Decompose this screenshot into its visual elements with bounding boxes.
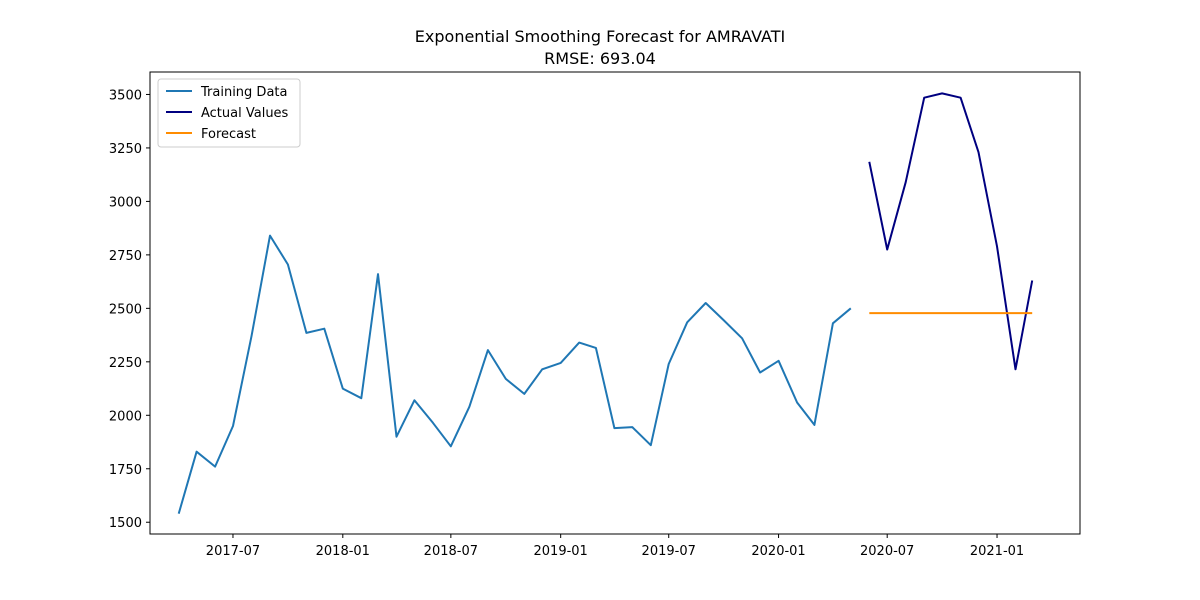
y-tick-label: 2000 (109, 409, 142, 424)
x-tick-label: 2021-01 (970, 544, 1024, 559)
legend-label: Training Data (200, 85, 287, 100)
x-tick-label: 2020-01 (751, 544, 805, 559)
x-tick-label: 2019-07 (642, 544, 696, 559)
chart-subtitle: RMSE: 693.04 (544, 49, 656, 68)
axes-frame (149, 71, 1081, 535)
x-tick-label: 2020-07 (860, 544, 914, 559)
x-tick-label: 2019-01 (534, 544, 588, 559)
y-tick-label: 1750 (109, 463, 142, 478)
y-tick-label: 3250 (109, 142, 142, 157)
series-line-training-data (177, 234, 852, 514)
legend-label: Forecast (201, 127, 256, 142)
x-tick-label: 2017-07 (206, 544, 260, 559)
y-tick-label: 2250 (109, 356, 142, 371)
y-tick-label: 3500 (109, 88, 142, 103)
legend-box (157, 78, 301, 148)
y-tick-label: 1500 (109, 516, 142, 531)
x-tick-label: 2018-01 (316, 544, 370, 559)
chart-title: Exponential Smoothing Forecast for AMRAV… (414, 27, 786, 46)
legend-label: Actual Values (201, 106, 289, 121)
series-line-actual-values (868, 92, 1034, 371)
y-tick-label: 3000 (109, 195, 142, 210)
y-tick-label: 2500 (109, 302, 142, 317)
y-tick-label: 2750 (109, 249, 142, 264)
x-tick-label: 2018-07 (424, 544, 478, 559)
